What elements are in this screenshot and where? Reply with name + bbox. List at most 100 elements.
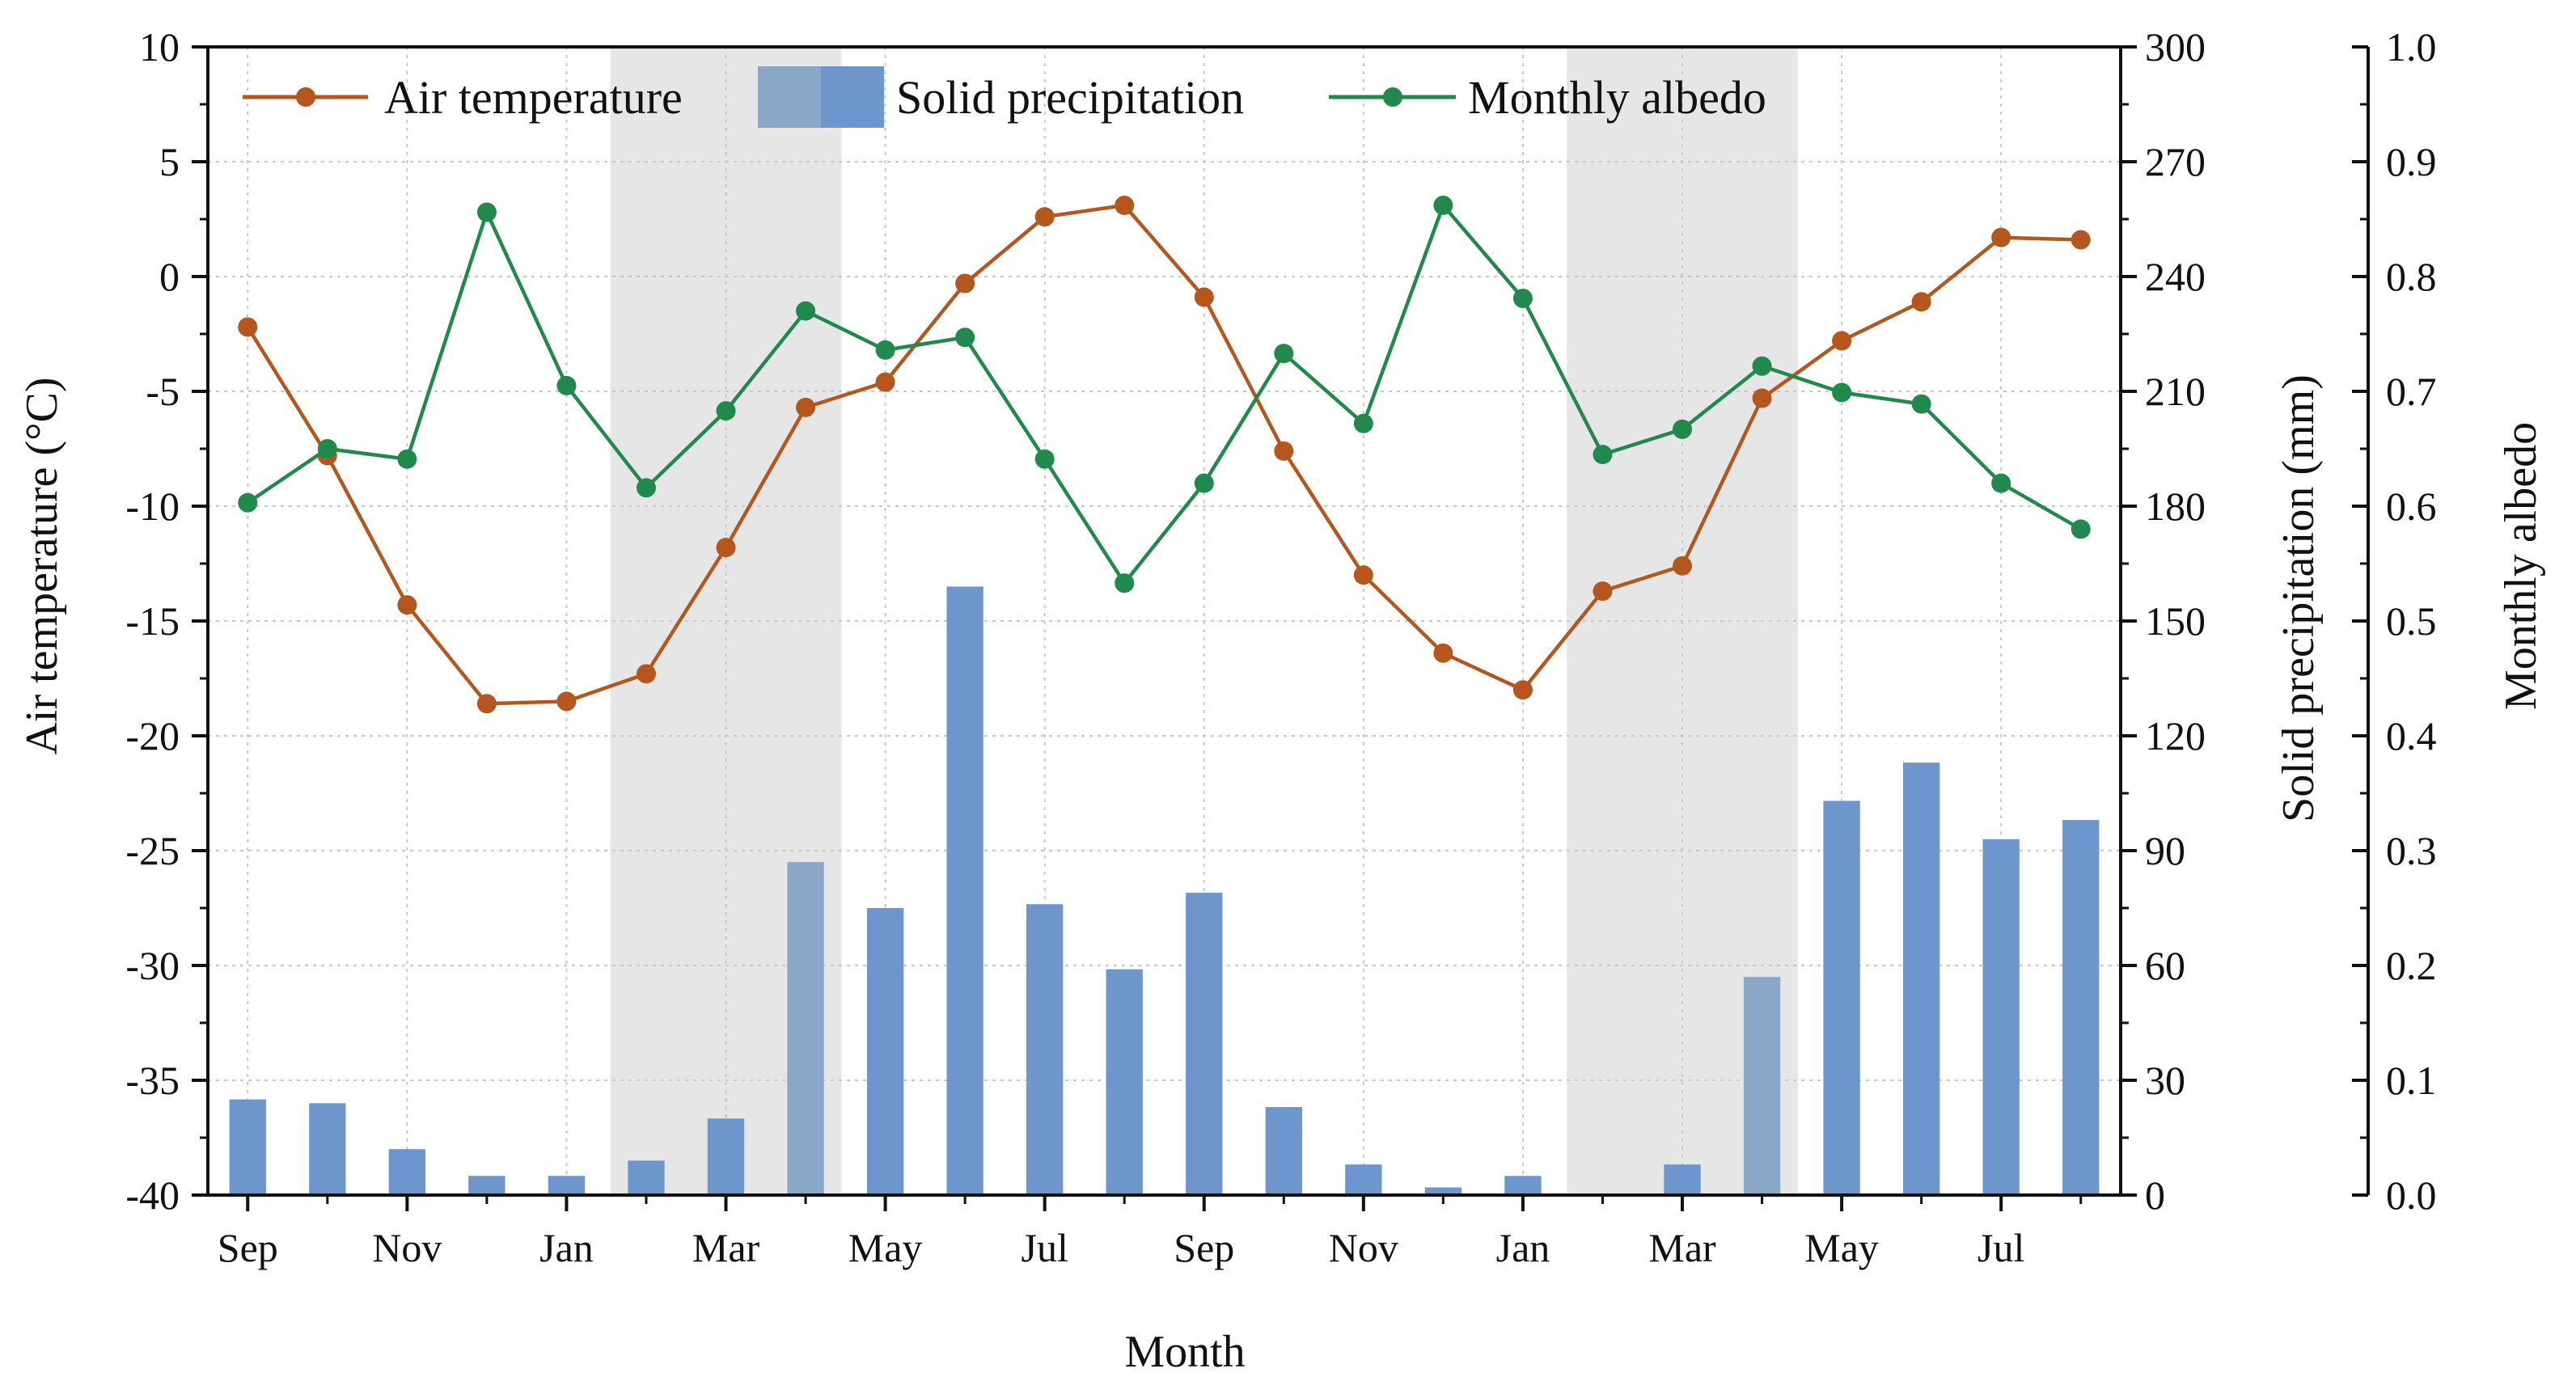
temperature-point-22 bbox=[1911, 292, 1931, 312]
y-tick-label-albedo: 0.4 bbox=[2386, 713, 2437, 758]
x-tick-label-9: Jan bbox=[1496, 1225, 1550, 1270]
x-tick-label-3: Jan bbox=[539, 1225, 594, 1270]
precipitation-bar-jun-22 bbox=[1902, 762, 1940, 1195]
albedo-point-9 bbox=[875, 340, 895, 360]
albedo-point-15 bbox=[1353, 413, 1373, 433]
legend-precipitation-swatch-shaded bbox=[758, 66, 821, 128]
y-axis-title-left: Air temperature (°C) bbox=[17, 377, 67, 754]
precipitation-bar-apr-8 bbox=[787, 862, 824, 1195]
precipitation-bar-may-9 bbox=[866, 908, 904, 1195]
x-tick-label-6: Jul bbox=[1022, 1225, 1068, 1270]
y-axis-title-precipitation: Solid precipitation (mm) bbox=[2274, 374, 2324, 822]
precipitation-bar-oct-14 bbox=[1265, 1107, 1302, 1195]
temperature-point-8 bbox=[796, 397, 816, 417]
temperature-point-11 bbox=[1034, 207, 1055, 227]
x-tick-label-8: Nov bbox=[1329, 1225, 1398, 1270]
legend-albedo-label: Monthly albedo bbox=[1468, 71, 1766, 124]
temperature-point-13 bbox=[1194, 287, 1214, 307]
precipitation-bars bbox=[229, 586, 2100, 1195]
albedo-point-14 bbox=[1274, 344, 1294, 364]
albedo-point-11 bbox=[1034, 449, 1055, 469]
albedo-point-12 bbox=[1115, 573, 1135, 594]
temperature-point-17 bbox=[1512, 680, 1533, 700]
albedo-point-8 bbox=[796, 301, 816, 321]
temperature-point-10 bbox=[955, 273, 975, 294]
legend-temperature-marker bbox=[296, 87, 315, 107]
precipitation-bar-mar-7 bbox=[707, 1118, 745, 1195]
y-tick-label-precipitation: 60 bbox=[2145, 943, 2185, 988]
axes bbox=[192, 45, 2370, 1211]
y-tick-label-albedo: 1.0 bbox=[2386, 24, 2437, 70]
precipitation-bar-nov-15 bbox=[1345, 1164, 1382, 1195]
albedo-point-22 bbox=[1911, 394, 1931, 414]
albedo-point-5 bbox=[556, 375, 577, 395]
temperature-point-1 bbox=[238, 317, 258, 337]
precipitation-bar-dec-4 bbox=[468, 1176, 505, 1195]
x-tick-label-5: May bbox=[848, 1225, 923, 1270]
temperature-point-23 bbox=[1991, 227, 2011, 247]
precipitation-bar-jan-5 bbox=[548, 1176, 586, 1195]
x-tick-label-4: Mar bbox=[692, 1225, 760, 1270]
x-tick-label-12: Jul bbox=[1977, 1225, 2024, 1270]
y-tick-label-left: -30 bbox=[125, 943, 180, 988]
albedo-point-16 bbox=[1433, 195, 1453, 215]
temperature-point-9 bbox=[875, 372, 895, 392]
albedo-point-21 bbox=[1832, 382, 1852, 403]
temperature-point-3 bbox=[397, 595, 417, 615]
precipitation-bar-nov-3 bbox=[388, 1149, 426, 1195]
albedo-point-2 bbox=[317, 439, 337, 458]
temperature-point-24 bbox=[2071, 230, 2091, 250]
albedo-point-19 bbox=[1673, 419, 1693, 439]
temperature-point-6 bbox=[636, 664, 656, 684]
x-axis-title: Month bbox=[1124, 1327, 1245, 1377]
y-tick-label-left: 10 bbox=[139, 24, 180, 70]
albedo-point-18 bbox=[1593, 445, 1613, 465]
y-tick-label-left: -40 bbox=[125, 1172, 180, 1218]
y-tick-label-precipitation: 120 bbox=[2145, 713, 2206, 758]
y-tick-label-precipitation: 180 bbox=[2145, 484, 2206, 529]
y-tick-label-left: -20 bbox=[125, 713, 180, 758]
albedo-point-20 bbox=[1752, 356, 1772, 376]
precipitation-bar-mar-19 bbox=[1664, 1164, 1701, 1195]
y-tick-label-precipitation: 0 bbox=[2145, 1172, 2165, 1218]
y-tick-label-left: -15 bbox=[125, 598, 180, 644]
y-tick-label-precipitation: 300 bbox=[2145, 24, 2206, 70]
y-tick-label-albedo: 0.1 bbox=[2386, 1058, 2437, 1103]
legend-precipitation-swatch bbox=[821, 66, 884, 128]
precipitation-bar-jan-17 bbox=[1504, 1176, 1542, 1195]
y-tick-label-albedo: 0.2 bbox=[2386, 943, 2437, 988]
temperature-point-18 bbox=[1593, 581, 1613, 602]
legend-precipitation-label: Solid precipitation bbox=[896, 71, 1244, 124]
precipitation-bar-may-21 bbox=[1823, 800, 1860, 1195]
y-tick-label-albedo: 0.7 bbox=[2386, 369, 2437, 414]
precipitation-bar-sep-13 bbox=[1186, 893, 1223, 1195]
albedo-point-4 bbox=[476, 202, 497, 222]
temperature-point-12 bbox=[1115, 195, 1135, 215]
y-tick-label-precipitation: 270 bbox=[2145, 139, 2206, 184]
y-tick-label-left: -35 bbox=[125, 1058, 180, 1103]
x-tick-label-11: May bbox=[1804, 1225, 1879, 1270]
temperature-point-21 bbox=[1832, 331, 1852, 351]
temperature-point-19 bbox=[1673, 555, 1693, 576]
temperature-point-5 bbox=[556, 691, 577, 712]
albedo-point-3 bbox=[397, 449, 417, 469]
albedo-point-7 bbox=[716, 401, 736, 421]
y-tick-label-albedo: 0.6 bbox=[2386, 484, 2437, 529]
x-tick-label-7: Sep bbox=[1174, 1225, 1234, 1270]
y-tick-label-albedo: 0.8 bbox=[2386, 254, 2437, 299]
albedo-line bbox=[247, 203, 2082, 585]
y-tick-label-precipitation: 150 bbox=[2145, 598, 2206, 644]
y-tick-label-albedo: 0.0 bbox=[2386, 1172, 2437, 1218]
albedo-point-13 bbox=[1194, 473, 1214, 493]
y-tick-label-albedo: 0.9 bbox=[2386, 139, 2437, 184]
precipitation-bar-aug-12 bbox=[1106, 969, 1143, 1195]
precipitation-bar-oct-2 bbox=[309, 1103, 346, 1195]
y-tick-label-precipitation: 90 bbox=[2145, 828, 2185, 873]
y-tick-label-precipitation: 240 bbox=[2145, 254, 2206, 299]
x-tick-label-10: Mar bbox=[1648, 1225, 1716, 1270]
line-series bbox=[238, 195, 2091, 714]
temperature-point-15 bbox=[1353, 565, 1373, 585]
precipitation-bar-jul-23 bbox=[1982, 839, 2020, 1195]
albedo-point-17 bbox=[1512, 288, 1533, 308]
